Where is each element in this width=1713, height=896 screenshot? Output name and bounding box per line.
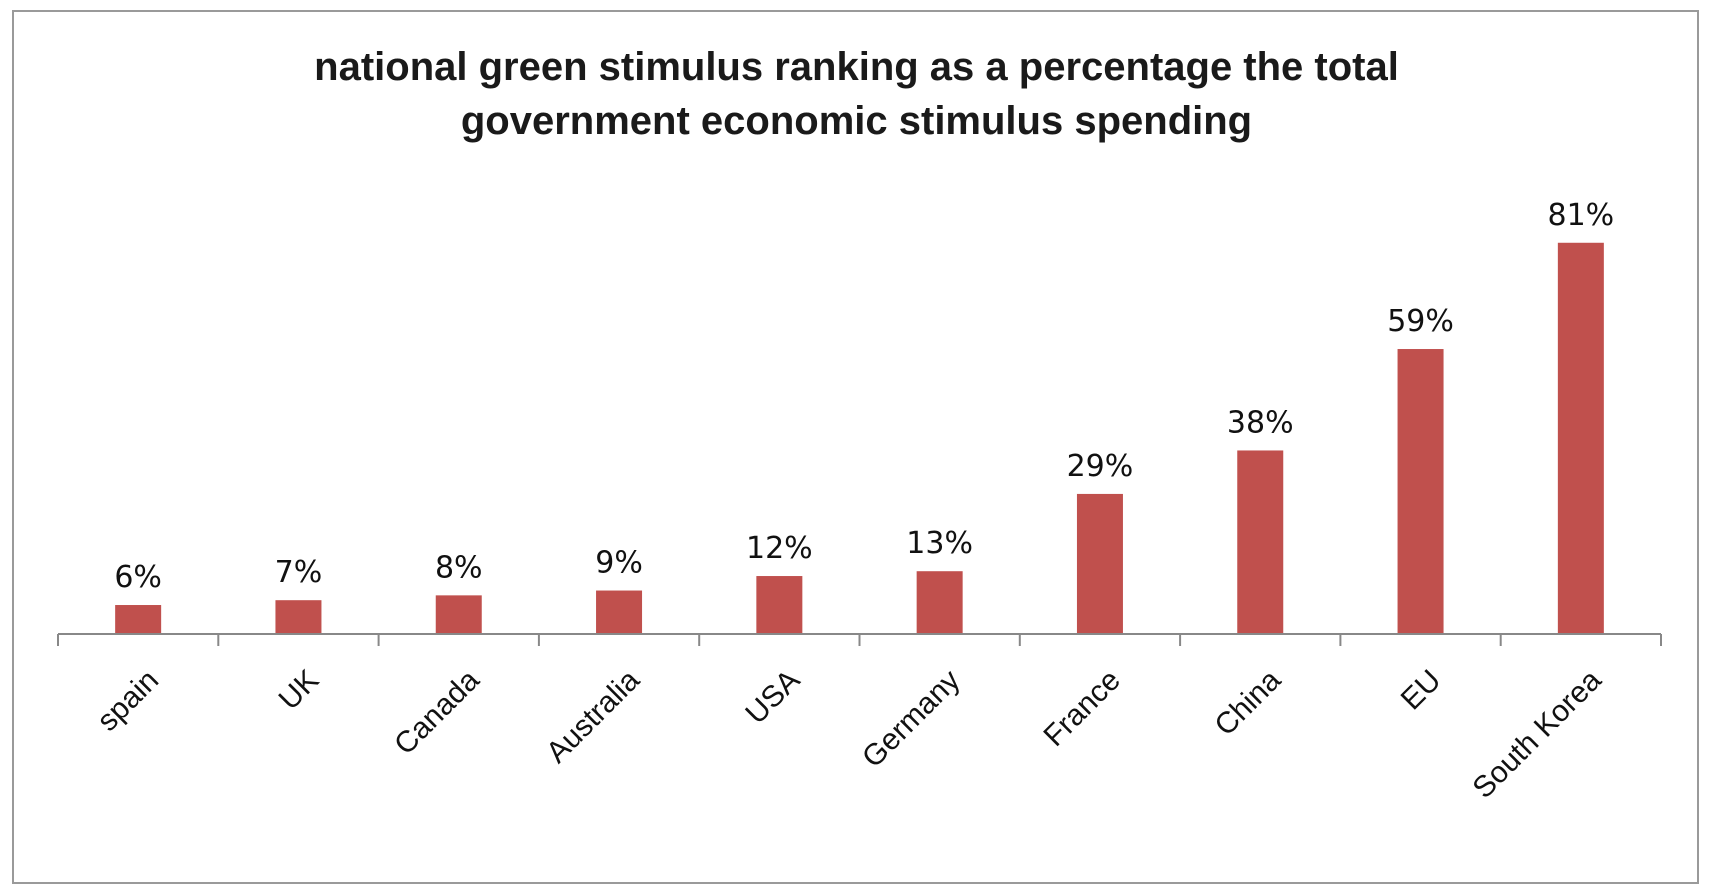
bar-uk (275, 600, 322, 634)
chart-title: national green stimulus ranking as a per… (0, 40, 1713, 148)
chart-title-line-2: government economic stimulus spending (460, 99, 1253, 143)
bar-eu (1397, 349, 1444, 634)
data-label: 81% (1548, 198, 1615, 233)
bar-spain (115, 605, 162, 634)
category-label: France (1038, 664, 1127, 753)
category-label: UK (273, 664, 326, 717)
bar-usa (756, 576, 803, 634)
category-label: Germany (856, 664, 967, 775)
axis-group (57, 633, 1662, 646)
bar-germany (916, 571, 963, 634)
category-label: Canada (388, 663, 486, 761)
bar-china (1237, 450, 1284, 634)
chart-title-line-1: national green stimulus ranking as a per… (314, 45, 1399, 89)
data-label: 9% (595, 546, 643, 581)
data-label: 8% (435, 550, 483, 585)
category-label: South Korea (1467, 663, 1608, 804)
category-label: USA (739, 664, 806, 731)
bar-france (1076, 493, 1123, 634)
bar-canada (435, 595, 482, 634)
category-label: Australia (540, 663, 646, 769)
labels-group: 6% spain 7% UK 8% Canada 9% Australia 12% USA 13% G… (91, 198, 1614, 805)
data-label: 59% (1387, 304, 1454, 339)
bars-group (115, 242, 1604, 634)
data-label: 38% (1227, 405, 1294, 440)
bar-south-korea (1557, 242, 1604, 634)
category-label: spain (91, 664, 165, 738)
data-label: 13% (906, 526, 973, 561)
data-label: 12% (746, 531, 813, 566)
bar-australia (596, 590, 643, 634)
data-label: 29% (1067, 449, 1134, 484)
category-label: China (1208, 663, 1287, 742)
data-label: 7% (275, 555, 323, 590)
category-label: EU (1395, 664, 1448, 717)
data-label: 6% (114, 560, 162, 595)
